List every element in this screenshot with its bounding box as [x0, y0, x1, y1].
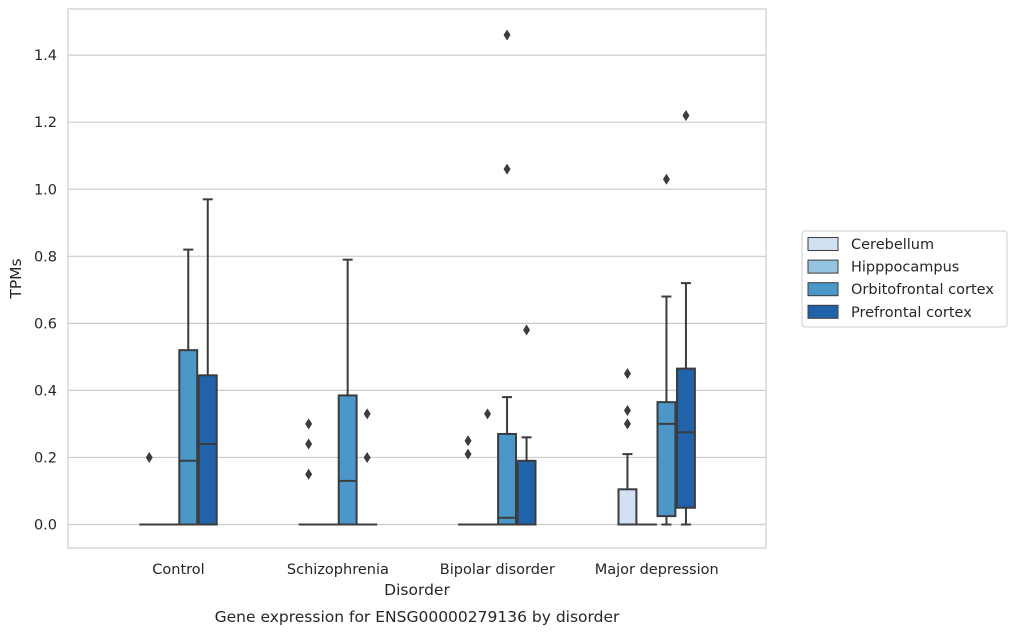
box-iqr — [516, 459, 537, 526]
legend-swatch — [807, 237, 839, 251]
x-tick-label: Major depression — [595, 562, 719, 578]
box-prefrontal-cortex — [516, 324, 537, 526]
outlier-point — [363, 408, 371, 420]
box-orbitofrontal-cortex — [656, 173, 677, 526]
legend-swatch — [807, 282, 839, 297]
box-iqr — [617, 488, 638, 526]
box-orbitofrontal-cortex — [497, 29, 518, 526]
plot-area-frame — [67, 8, 767, 549]
y-axis-label: TPMs — [7, 258, 25, 299]
y-tick-label: 0.6 — [34, 316, 57, 332]
y-tick-labels: 0.0 0.2 0.4 0.6 0.8 1.0 1.2 1.4 — [34, 48, 57, 533]
outlier-point — [623, 368, 631, 380]
outlier-point — [464, 435, 472, 447]
outlier-point — [484, 408, 492, 420]
outlier-point — [503, 163, 511, 175]
legend-label: Cerebellum — [851, 237, 934, 253]
x-tick-labels: Control Schizophrenia Bipolar disorder Majo… — [152, 562, 718, 578]
box-iqr — [656, 401, 677, 518]
y-tick-label: 0.2 — [34, 450, 57, 466]
box-prefrontal-cortex — [676, 109, 696, 526]
legend-label: Orbitofrontal cortex — [851, 282, 994, 298]
box-cerebellum — [139, 451, 160, 526]
outlier-point — [305, 438, 313, 450]
outlier-point — [623, 418, 631, 430]
outlier-point — [145, 451, 153, 463]
outlier-point — [623, 405, 631, 417]
box-cerebellum — [298, 418, 319, 526]
legend-label: Prefrontal cortex — [851, 305, 972, 321]
box-orbitofrontal-cortex — [178, 248, 199, 526]
x-axis-label: Disorder — [384, 581, 450, 599]
x-tick-label: Bipolar disorder — [440, 562, 555, 578]
legend: Cerebellum Hipppocampus Orbitofrontal cort… — [801, 230, 1008, 328]
box-cerebellum — [458, 435, 479, 526]
box-plot-marks — [139, 29, 696, 526]
box-iqr — [337, 394, 358, 526]
y-tick-label: 1.4 — [34, 48, 57, 64]
box-cerebellum — [617, 368, 638, 526]
box-iqr — [178, 349, 199, 526]
x-tick-label: Control — [152, 562, 204, 578]
outlier-point — [662, 173, 670, 185]
outlier-point — [305, 468, 313, 480]
outlier-point — [305, 418, 313, 430]
outlier-point — [523, 324, 531, 336]
legend-frame — [801, 230, 1008, 328]
box-prefrontal-cortex — [357, 408, 378, 526]
outlier-point — [363, 451, 371, 463]
box-iqr — [197, 374, 218, 526]
chart-caption: Gene expression for ENSG00000279136 by d… — [215, 608, 620, 626]
legend-label: Hipppocampus — [851, 260, 959, 276]
box-hipppocampus — [477, 408, 498, 526]
box-iqr — [497, 432, 518, 526]
y-tick-label: 1.2 — [34, 115, 57, 131]
x-tick-label: Schizophrenia — [287, 562, 389, 578]
outlier-point — [464, 448, 472, 460]
outlier-point — [682, 109, 690, 121]
legend-swatch — [807, 304, 839, 319]
outlier-point — [503, 29, 511, 41]
box-iqr — [676, 367, 696, 509]
y-tick-label: 1.0 — [34, 182, 57, 198]
y-tick-label: 0.4 — [34, 383, 57, 399]
legend-swatch — [807, 259, 839, 274]
box-orbitofrontal-cortex — [337, 258, 358, 526]
y-tick-label: 0.0 — [34, 518, 57, 534]
y-tick-label: 0.8 — [34, 249, 57, 265]
box-prefrontal-cortex — [197, 198, 218, 526]
